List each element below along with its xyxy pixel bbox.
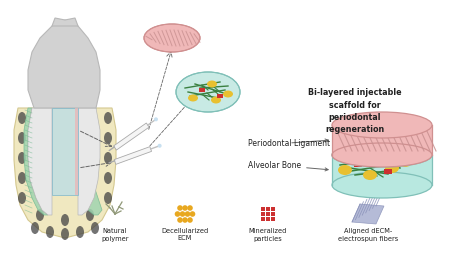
Ellipse shape [182, 205, 188, 211]
Bar [404, 155, 412, 160]
Ellipse shape [182, 217, 188, 223]
Ellipse shape [185, 211, 190, 217]
Bar [271, 212, 275, 216]
Text: Bi-layered injectable
scaffold for
periodontal
regeneration: Bi-layered injectable scaffold for perio… [308, 88, 402, 135]
Ellipse shape [176, 72, 240, 112]
Ellipse shape [18, 172, 26, 184]
Ellipse shape [46, 226, 54, 238]
Ellipse shape [144, 24, 200, 52]
Ellipse shape [104, 172, 112, 184]
Ellipse shape [18, 192, 26, 204]
Polygon shape [52, 18, 78, 26]
Bar [261, 207, 265, 211]
Ellipse shape [332, 172, 432, 198]
Ellipse shape [18, 112, 26, 124]
Ellipse shape [385, 163, 399, 173]
Bar [199, 88, 205, 92]
Bar [271, 207, 275, 211]
Text: Alveolar Bone: Alveolar Bone [248, 161, 328, 171]
Ellipse shape [31, 222, 39, 234]
Ellipse shape [177, 205, 183, 211]
Text: Periodontal Ligament: Periodontal Ligament [248, 138, 330, 148]
Bar [266, 217, 270, 221]
Ellipse shape [104, 132, 112, 144]
Text: Natural
polymer: Natural polymer [101, 228, 129, 242]
Polygon shape [75, 108, 78, 195]
Text: Mineralized
particles: Mineralized particles [249, 228, 287, 242]
Ellipse shape [36, 209, 44, 221]
Ellipse shape [338, 165, 352, 175]
Polygon shape [352, 204, 384, 224]
Bar [266, 212, 270, 216]
Ellipse shape [363, 170, 377, 180]
Ellipse shape [398, 157, 412, 167]
Bar [266, 207, 270, 211]
Ellipse shape [104, 192, 112, 204]
Ellipse shape [154, 117, 158, 121]
Polygon shape [332, 125, 432, 155]
Ellipse shape [361, 155, 375, 165]
Ellipse shape [86, 209, 94, 221]
Ellipse shape [175, 211, 180, 217]
Ellipse shape [332, 143, 432, 167]
Polygon shape [52, 108, 78, 195]
Ellipse shape [223, 90, 233, 98]
Ellipse shape [190, 211, 195, 217]
Bar [384, 169, 392, 174]
Polygon shape [14, 108, 116, 238]
Ellipse shape [18, 152, 26, 164]
Ellipse shape [76, 226, 84, 238]
Ellipse shape [180, 211, 185, 217]
Polygon shape [113, 123, 149, 150]
Ellipse shape [61, 214, 69, 226]
Polygon shape [332, 155, 432, 185]
Polygon shape [28, 20, 100, 108]
Ellipse shape [104, 152, 112, 164]
Bar [261, 217, 265, 221]
Text: Decellularized
ECM: Decellularized ECM [162, 228, 209, 242]
Ellipse shape [211, 97, 221, 103]
Ellipse shape [104, 112, 112, 124]
Polygon shape [78, 108, 100, 215]
Ellipse shape [207, 81, 217, 87]
Bar [354, 162, 362, 167]
Ellipse shape [177, 217, 183, 223]
Bar [261, 212, 265, 216]
Polygon shape [114, 147, 152, 164]
Ellipse shape [187, 217, 193, 223]
Text: Aligned dECM-
electrospun fibers: Aligned dECM- electrospun fibers [338, 228, 398, 242]
Ellipse shape [187, 205, 193, 211]
Bar [271, 217, 275, 221]
Ellipse shape [332, 143, 432, 167]
Ellipse shape [18, 132, 26, 144]
Ellipse shape [91, 222, 99, 234]
Ellipse shape [188, 94, 198, 102]
Ellipse shape [332, 112, 432, 138]
Polygon shape [28, 108, 52, 215]
Polygon shape [82, 108, 102, 215]
Polygon shape [24, 108, 48, 215]
Bar [217, 94, 223, 98]
Ellipse shape [61, 228, 69, 240]
Ellipse shape [158, 144, 162, 148]
